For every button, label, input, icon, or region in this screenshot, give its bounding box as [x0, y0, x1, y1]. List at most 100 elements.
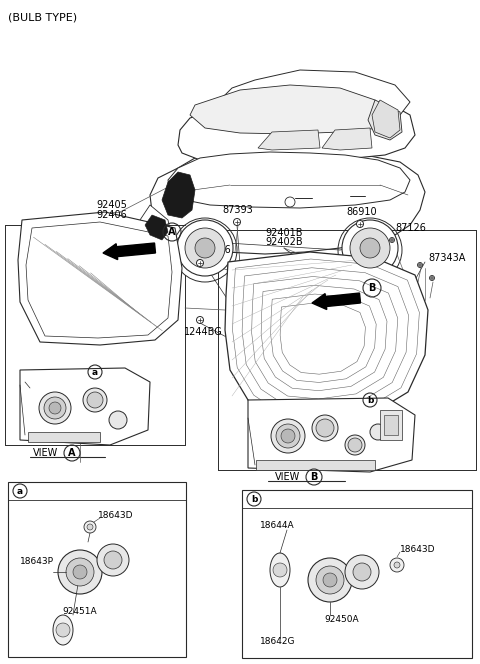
- Circle shape: [196, 260, 204, 266]
- Text: a: a: [17, 487, 23, 495]
- Circle shape: [83, 388, 107, 412]
- Circle shape: [308, 558, 352, 602]
- Text: 87343A: 87343A: [428, 253, 466, 263]
- Text: VIEW: VIEW: [275, 472, 300, 482]
- Circle shape: [109, 411, 127, 429]
- Circle shape: [56, 623, 70, 637]
- Circle shape: [97, 544, 129, 576]
- Circle shape: [370, 424, 386, 440]
- Circle shape: [323, 573, 337, 587]
- Text: 92450A: 92450A: [324, 616, 360, 625]
- Polygon shape: [256, 460, 375, 470]
- Text: B: B: [310, 472, 318, 482]
- Circle shape: [73, 565, 87, 579]
- Polygon shape: [168, 152, 410, 208]
- Polygon shape: [162, 172, 195, 218]
- Text: 92406: 92406: [96, 210, 127, 220]
- Polygon shape: [150, 150, 425, 254]
- Circle shape: [394, 562, 400, 568]
- Text: B: B: [368, 283, 376, 293]
- Polygon shape: [190, 85, 390, 134]
- Circle shape: [185, 228, 225, 268]
- Polygon shape: [140, 205, 172, 252]
- Polygon shape: [322, 128, 372, 150]
- Circle shape: [390, 558, 404, 572]
- Circle shape: [195, 238, 215, 258]
- Circle shape: [418, 262, 422, 268]
- Circle shape: [39, 392, 71, 424]
- Polygon shape: [145, 215, 168, 240]
- Polygon shape: [28, 432, 100, 442]
- Text: 18643D: 18643D: [98, 511, 133, 519]
- Circle shape: [87, 392, 103, 408]
- Text: 18643D: 18643D: [400, 546, 435, 554]
- Text: 92486: 92486: [200, 245, 231, 255]
- Circle shape: [84, 521, 96, 533]
- Polygon shape: [248, 398, 415, 472]
- Circle shape: [345, 555, 379, 589]
- Circle shape: [431, 277, 433, 280]
- Circle shape: [66, 558, 94, 586]
- Circle shape: [316, 566, 344, 594]
- FancyArrow shape: [103, 243, 156, 260]
- Ellipse shape: [270, 553, 290, 587]
- Bar: [380, 410, 402, 440]
- Ellipse shape: [53, 615, 73, 645]
- Text: 92401B: 92401B: [265, 228, 303, 238]
- Circle shape: [430, 276, 434, 280]
- Text: b: b: [251, 495, 257, 503]
- Text: 18643P: 18643P: [20, 558, 54, 566]
- Bar: [8, 482, 186, 657]
- Circle shape: [44, 397, 66, 419]
- Circle shape: [345, 435, 365, 455]
- Circle shape: [285, 197, 295, 207]
- Circle shape: [49, 402, 61, 414]
- Polygon shape: [178, 88, 415, 163]
- Bar: [242, 490, 472, 658]
- Polygon shape: [18, 212, 182, 345]
- Circle shape: [271, 419, 305, 453]
- Text: 18644A: 18644A: [260, 521, 295, 529]
- Text: 92405: 92405: [96, 200, 127, 210]
- Text: (BULB TYPE): (BULB TYPE): [8, 12, 77, 22]
- Text: 87393: 87393: [223, 205, 253, 215]
- Circle shape: [177, 220, 233, 276]
- Text: 1244BG: 1244BG: [184, 327, 222, 337]
- Text: 18642G: 18642G: [260, 637, 296, 647]
- Circle shape: [58, 550, 102, 594]
- Text: 92402B: 92402B: [265, 237, 303, 247]
- Circle shape: [196, 317, 204, 323]
- Text: A: A: [168, 227, 176, 237]
- Circle shape: [419, 264, 421, 266]
- Polygon shape: [220, 70, 410, 122]
- Polygon shape: [20, 368, 150, 445]
- Polygon shape: [225, 252, 428, 422]
- Polygon shape: [368, 100, 402, 140]
- Circle shape: [353, 563, 371, 581]
- Text: 87126: 87126: [395, 223, 426, 233]
- Circle shape: [342, 220, 398, 276]
- Polygon shape: [258, 130, 320, 150]
- Circle shape: [104, 551, 122, 569]
- Polygon shape: [372, 100, 400, 138]
- Circle shape: [276, 424, 300, 448]
- Circle shape: [316, 419, 334, 437]
- Circle shape: [273, 563, 287, 577]
- Bar: [384, 415, 398, 435]
- Circle shape: [312, 415, 338, 441]
- Circle shape: [350, 228, 390, 268]
- Circle shape: [389, 238, 395, 242]
- Circle shape: [360, 238, 380, 258]
- Text: a: a: [92, 367, 98, 376]
- Text: 86910: 86910: [347, 207, 377, 217]
- Circle shape: [281, 429, 295, 443]
- Circle shape: [233, 218, 240, 226]
- Text: A: A: [68, 448, 76, 458]
- Text: 92451A: 92451A: [63, 608, 97, 616]
- FancyArrow shape: [312, 293, 360, 309]
- Circle shape: [348, 438, 362, 452]
- Circle shape: [87, 524, 93, 530]
- Text: b: b: [367, 396, 373, 404]
- Circle shape: [391, 239, 393, 241]
- Text: VIEW: VIEW: [33, 448, 58, 458]
